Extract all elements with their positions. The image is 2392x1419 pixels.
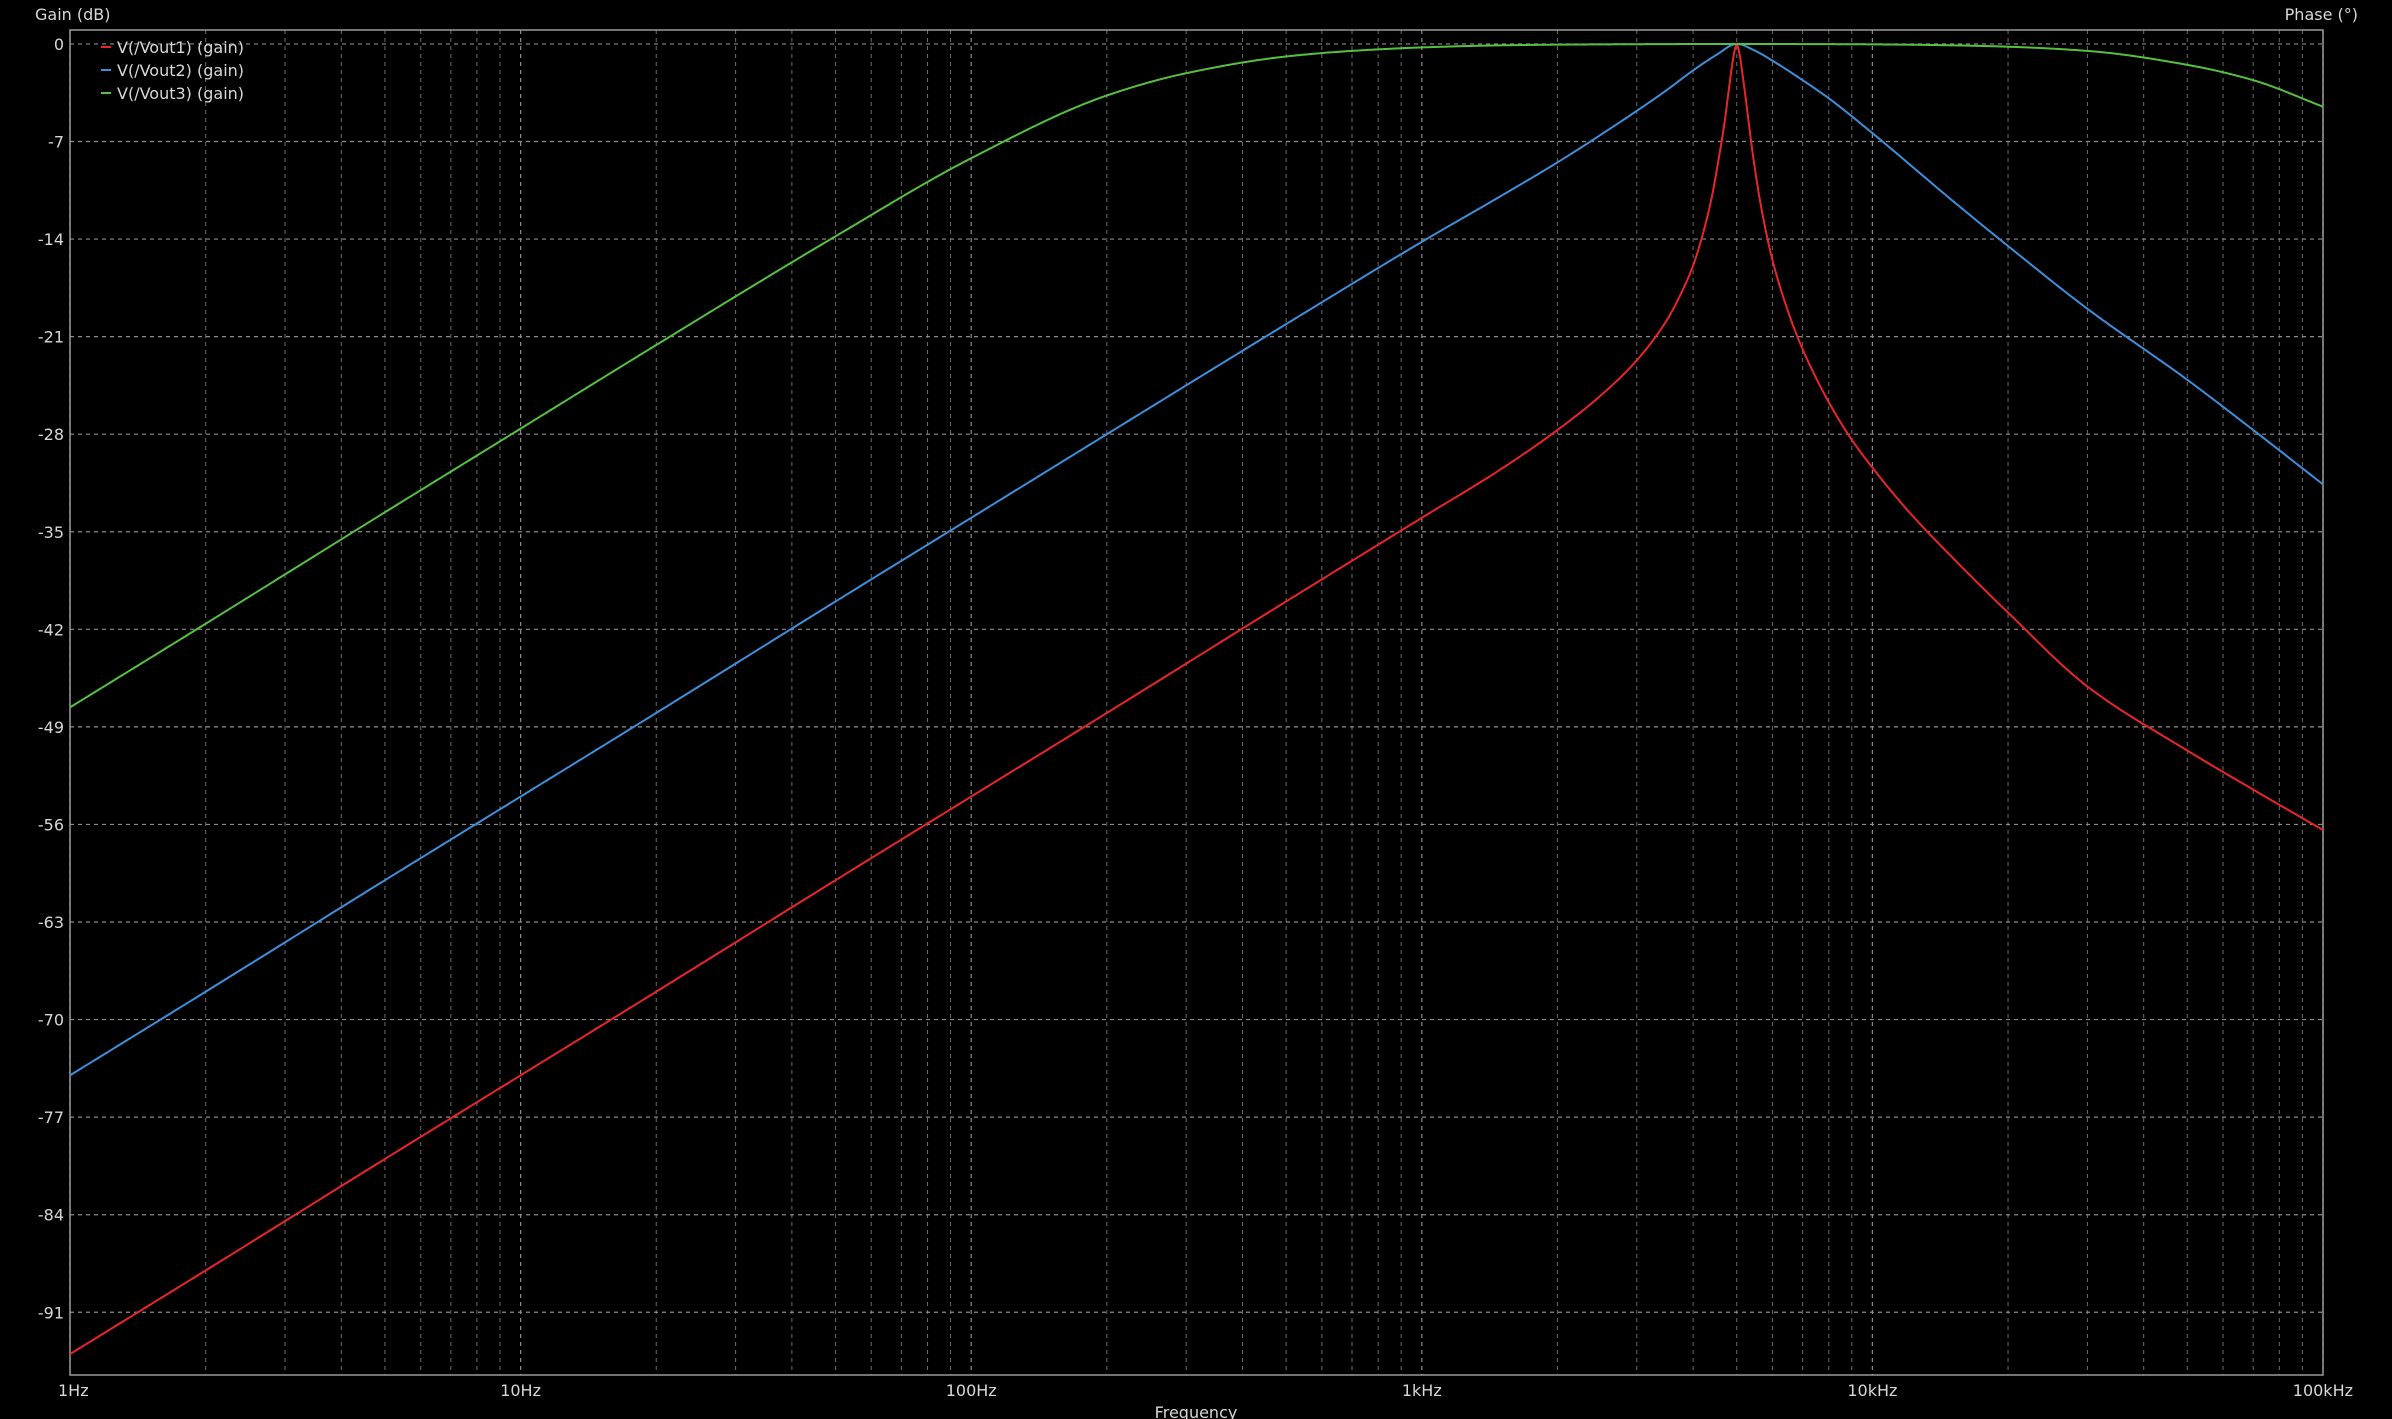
y-tick-label: -7 — [48, 133, 64, 152]
plot-frame — [69, 29, 2324, 1376]
y-tick-label: -91 — [38, 1303, 64, 1322]
y-tick-label: 0 — [54, 35, 64, 54]
x-axis-label: Frequency — [1155, 1403, 1238, 1419]
legend-entry-label[interactable]: V(/Vout2) (gain) — [117, 61, 244, 80]
y-tick-label: -14 — [38, 230, 64, 249]
x-tick-labels: 1Hz 10Hz 100Hz 1kHz 10kHz 100kHz — [58, 1381, 2353, 1400]
series-line-1 — [69, 42, 2324, 1355]
series-lines — [69, 42, 2324, 1355]
series-line-2 — [69, 42, 2324, 1077]
y-tick-label: -84 — [38, 1206, 64, 1225]
y-tick-label: -56 — [38, 815, 64, 834]
y-tick-label: -70 — [38, 1011, 64, 1030]
x-tick-label: 1kHz — [1402, 1381, 1442, 1400]
legend-entry-label[interactable]: V(/Vout1) (gain) — [117, 38, 244, 57]
y-tick-label: -35 — [38, 523, 64, 542]
x-tick-label: 10kHz — [1847, 1381, 1897, 1400]
legend-entry-label[interactable]: V(/Vout3) (gain) — [117, 84, 244, 103]
right-axis-label: Phase (°) — [2285, 5, 2358, 24]
y-tick-label: -77 — [38, 1108, 64, 1127]
legend[interactable]: V(/Vout1) (gain) V(/Vout2) (gain) V(/Vout3… — [101, 38, 244, 103]
y-tick-label: -21 — [38, 328, 64, 347]
y-tick-label: -63 — [38, 913, 64, 932]
y-tick-label: -42 — [38, 620, 64, 639]
grid — [69, 30, 2324, 1375]
x-tick-label: 100kHz — [2293, 1381, 2353, 1400]
x-tick-label: 10Hz — [500, 1381, 541, 1400]
x-tick-label: 100Hz — [946, 1381, 997, 1400]
left-axis-label: Gain (dB) — [35, 5, 111, 24]
y-tick-labels: 0 -7 -14 -21 -28 -35 -42 -49 -56 -63 -70 -77 -84 -91 — [38, 35, 64, 1322]
x-tick-label: 1Hz — [58, 1381, 89, 1400]
y-tick-label: -28 — [38, 425, 64, 444]
series-line-3 — [69, 42, 2324, 709]
y-tick-label: -49 — [38, 718, 64, 737]
